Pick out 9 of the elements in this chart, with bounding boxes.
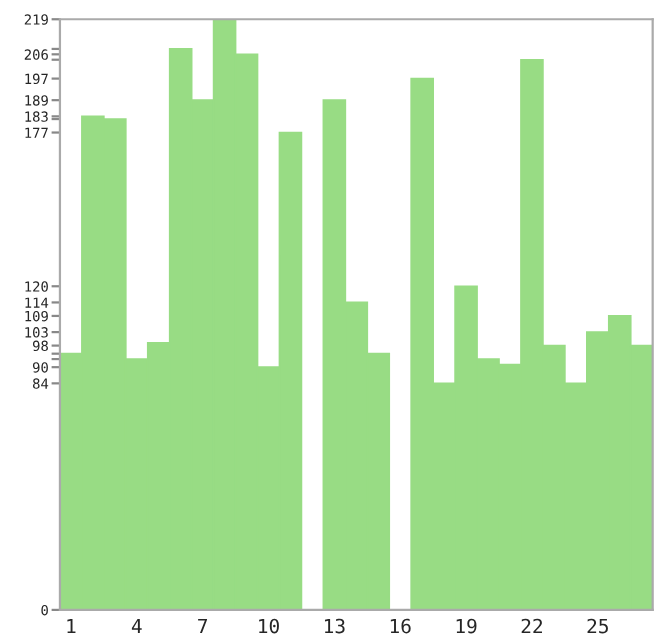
x-tick-label: 7 bbox=[198, 618, 208, 634]
x-tick-label: 25 bbox=[587, 618, 608, 634]
x-tick-label: 22 bbox=[521, 618, 542, 634]
x-tick-label: 13 bbox=[324, 618, 345, 634]
x-tick-label: 19 bbox=[456, 618, 477, 634]
x-tick-label: 4 bbox=[131, 618, 142, 634]
x-tick-label: 16 bbox=[390, 618, 411, 634]
x-tick-label: 1 bbox=[67, 618, 76, 634]
x-tick-label: 10 bbox=[259, 618, 279, 634]
